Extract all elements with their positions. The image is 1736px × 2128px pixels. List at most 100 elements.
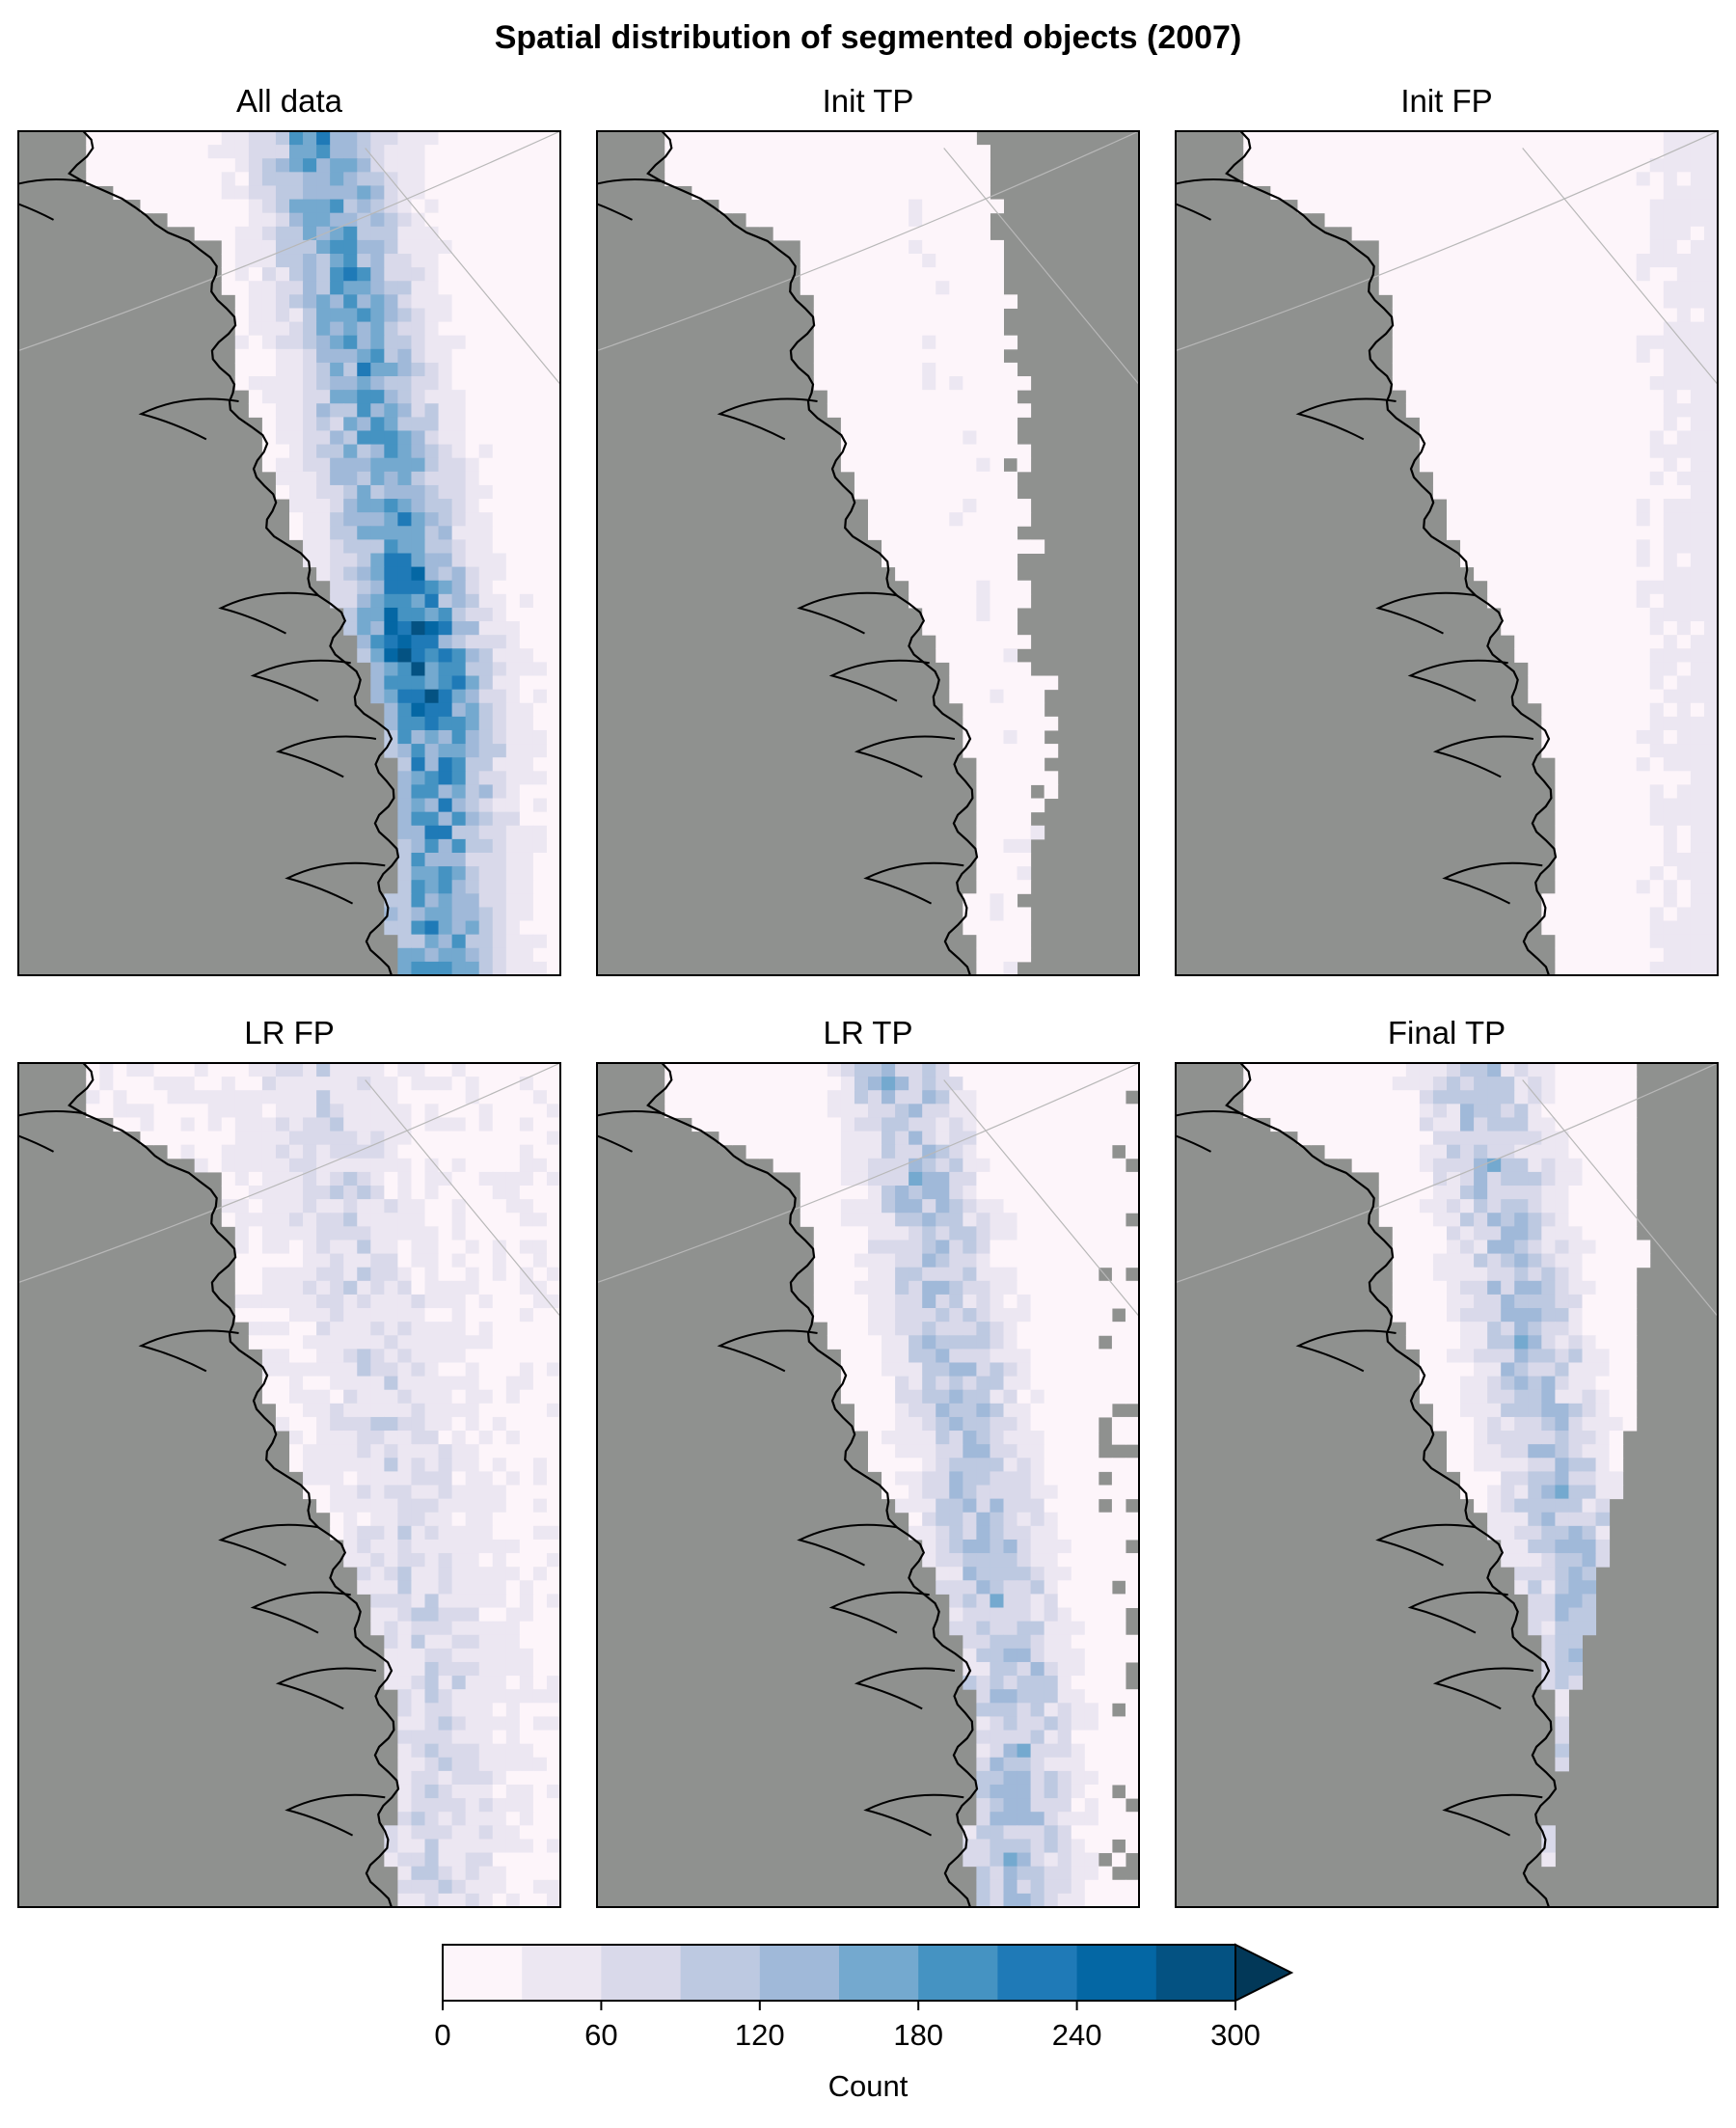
heatmap-cell — [180, 145, 196, 159]
heatmap-cell — [882, 348, 896, 364]
heatmap-cell — [868, 471, 882, 486]
heatmap-cell — [275, 1240, 290, 1255]
heatmap-cell — [424, 838, 440, 854]
heatmap-cell — [813, 172, 828, 186]
heatmap-cell — [1541, 484, 1556, 500]
heatmap-cell — [882, 1253, 896, 1269]
heatmap-cell — [1541, 471, 1556, 486]
heatmap-cell — [303, 294, 317, 309]
heatmap-cell — [1676, 294, 1692, 309]
heatmap-cell — [1676, 348, 1692, 364]
heatmap-cell — [330, 376, 344, 391]
heatmap-cell — [1528, 226, 1542, 241]
heatmap-cell — [1017, 1349, 1032, 1363]
heatmap-cell — [492, 811, 507, 827]
heatmap-cell — [424, 1580, 440, 1595]
heatmap-cell — [492, 716, 507, 731]
heatmap-cell — [1501, 254, 1515, 268]
heatmap-cell — [546, 457, 560, 473]
heatmap-cell — [1017, 1240, 1032, 1255]
heatmap-cell — [1125, 1226, 1139, 1241]
heatmap-cell — [1125, 1253, 1139, 1269]
heatmap-cell — [411, 729, 425, 745]
heatmap-cell — [1649, 893, 1665, 908]
heatmap-cell — [221, 145, 236, 159]
heatmap-cell — [492, 145, 507, 159]
heatmap-cell — [922, 1308, 936, 1323]
heatmap-cell — [976, 158, 990, 173]
heatmap-cell — [1690, 267, 1705, 282]
heatmap-cell — [397, 199, 412, 214]
heatmap-cell — [813, 1186, 828, 1200]
heatmap-cell — [692, 145, 706, 159]
heatmap-cell — [813, 267, 828, 282]
heatmap-cell — [411, 907, 425, 922]
heatmap-cell — [1084, 1362, 1099, 1378]
heatmap-cell — [289, 321, 304, 337]
heatmap-cell — [532, 1389, 548, 1405]
heatmap-cell — [465, 675, 480, 691]
heatmap-cell — [1405, 281, 1421, 295]
heatmap-cell — [505, 1199, 521, 1214]
heatmap-cell — [963, 185, 977, 201]
heatmap-cell — [1541, 335, 1556, 350]
heatmap-cell — [1270, 131, 1285, 146]
heatmap-cell — [261, 1158, 277, 1173]
heatmap-cell — [343, 471, 358, 486]
heatmap-cell — [546, 593, 560, 609]
heatmap-cell — [546, 1226, 560, 1241]
heatmap-cell — [990, 1171, 1004, 1187]
heatmap-cell — [546, 784, 560, 800]
heatmap-cell — [492, 1253, 507, 1269]
panel-map — [18, 131, 560, 975]
heatmap-cell — [976, 907, 990, 922]
heatmap-cell — [316, 1431, 331, 1445]
heatmap-cell — [357, 1158, 371, 1173]
heatmap-cell — [438, 444, 453, 459]
heatmap-cell — [1432, 362, 1448, 377]
heatmap-cell — [465, 362, 480, 377]
heatmap-cell — [909, 348, 923, 364]
heatmap-cell — [1595, 757, 1611, 772]
heatmap-cell — [1568, 512, 1583, 527]
heatmap-cell — [411, 1104, 425, 1118]
heatmap-cell — [546, 1416, 560, 1432]
heatmap-cell — [1555, 348, 1569, 364]
heatmap-cell — [1030, 1144, 1045, 1159]
heatmap-cell — [492, 526, 507, 540]
heatmap-cell — [207, 1090, 223, 1105]
heatmap-cell — [343, 321, 358, 337]
panel-map — [597, 1063, 1139, 1907]
heatmap-cell — [478, 1063, 494, 1078]
heatmap-cell — [438, 729, 453, 745]
heatmap-cell — [275, 1376, 290, 1391]
heatmap-cell — [438, 1158, 453, 1173]
heatmap-cell — [370, 1063, 385, 1078]
heatmap-cell — [546, 1812, 560, 1826]
heatmap-cell — [532, 254, 548, 268]
heatmap-cell — [478, 1431, 494, 1445]
heatmap-cell — [1595, 512, 1611, 527]
heatmap-cell — [316, 172, 331, 186]
heatmap-cell — [248, 1199, 263, 1214]
heatmap-cell — [343, 1171, 358, 1187]
heatmap-cell — [478, 1389, 494, 1405]
heatmap-cell — [773, 172, 788, 186]
heatmap-cell — [1003, 880, 1018, 894]
heatmap-cell — [505, 526, 521, 540]
heatmap-cell — [1071, 1186, 1086, 1200]
heatmap-cell — [451, 635, 467, 649]
heatmap-cell — [1595, 702, 1611, 718]
heatmap-cell — [1568, 580, 1583, 595]
heatmap-cell — [546, 1866, 560, 1881]
heatmap-cell — [424, 1553, 440, 1568]
heatmap-cell — [909, 145, 923, 159]
heatmap-cell — [384, 566, 398, 582]
heatmap-cell — [370, 1322, 385, 1336]
heatmap-cell — [289, 1199, 304, 1214]
heatmap-cell — [207, 185, 223, 201]
heatmap-cell — [357, 512, 371, 527]
heatmap-cell — [1595, 376, 1611, 391]
heatmap-cell — [976, 484, 990, 500]
heatmap-cell — [465, 1525, 480, 1541]
